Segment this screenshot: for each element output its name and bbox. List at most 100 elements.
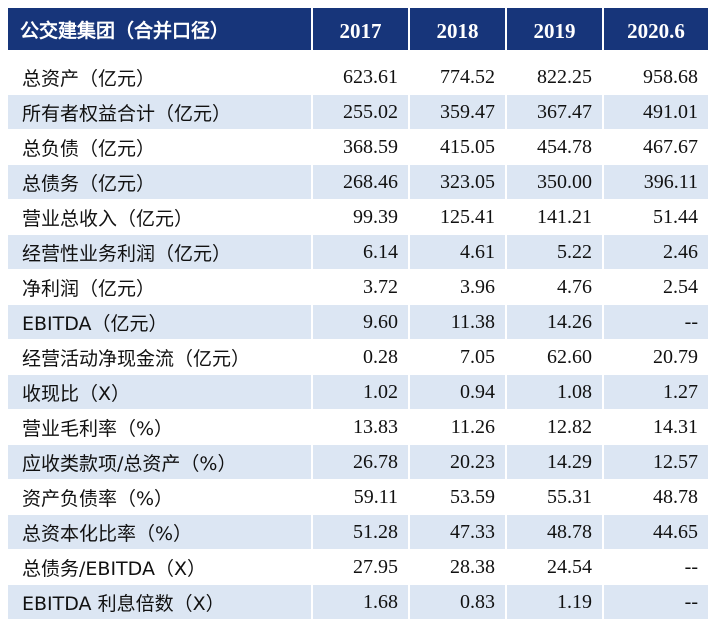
row-value-2020-6: 20.79 <box>603 339 708 375</box>
row-value-2017: 9.60 <box>312 304 410 340</box>
financial-summary-table: 公交建集团（合并口径） 2017 2018 2019 2020.6 总资产（亿元… <box>8 8 708 620</box>
row-value-2018: 20.23 <box>409 444 507 480</box>
table-row: 应收类款项/总资产（%） 26.78 20.23 14.29 12.57 <box>8 444 708 480</box>
table-row: EBITDA（亿元） 9.60 11.38 14.26 -- <box>8 304 708 340</box>
row-value-2017: 255.02 <box>312 94 410 130</box>
row-value-2020-6: 51.44 <box>603 199 708 235</box>
row-value-2018: 323.05 <box>409 164 507 200</box>
row-value-2020-6: 12.57 <box>603 444 708 480</box>
row-value-2019: 1.08 <box>506 374 604 410</box>
table-row: 收现比（X） 1.02 0.94 1.08 1.27 <box>8 374 708 410</box>
row-value-2020-6: 396.11 <box>603 164 708 200</box>
table-row: 所有者权益合计（亿元） 255.02 359.47 367.47 491.01 <box>8 94 708 130</box>
row-value-2017: 51.28 <box>312 514 410 550</box>
header-year-2017: 2017 <box>312 8 410 50</box>
table-row: 资产负债率（%） 59.11 53.59 55.31 48.78 <box>8 479 708 515</box>
table-row: 总负债（亿元） 368.59 415.05 454.78 467.67 <box>8 129 708 165</box>
row-label: 应收类款项/总资产（%） <box>8 444 313 480</box>
row-label: 资产负债率（%） <box>8 479 313 515</box>
row-value-2019: 55.31 <box>506 479 604 515</box>
table-row: 总债务/EBITDA（X） 27.95 28.38 24.54 -- <box>8 549 708 585</box>
row-value-2017: 99.39 <box>312 199 410 235</box>
row-value-2020-6: 467.67 <box>603 129 708 165</box>
table-row: 总债务（亿元） 268.46 323.05 350.00 396.11 <box>8 164 708 200</box>
row-label: 总资本化比率（%） <box>8 514 313 550</box>
row-value-2019: 141.21 <box>506 199 604 235</box>
row-value-2020-6: 14.31 <box>603 409 708 445</box>
row-value-2019: 4.76 <box>506 269 604 305</box>
row-value-2020-6: -- <box>603 584 708 620</box>
row-value-2018: 47.33 <box>409 514 507 550</box>
row-value-2020-6: -- <box>603 549 708 585</box>
row-label: EBITDA（亿元） <box>8 304 313 340</box>
header-entity-label: 公交建集团（合并口径） <box>8 8 313 50</box>
row-value-2019: 12.82 <box>506 409 604 445</box>
row-value-2019: 822.25 <box>506 60 604 95</box>
row-value-2019: 14.29 <box>506 444 604 480</box>
table-row: 营业总收入（亿元） 99.39 125.41 141.21 51.44 <box>8 199 708 235</box>
row-label: EBITDA 利息倍数（X） <box>8 584 313 620</box>
row-value-2017: 1.02 <box>312 374 410 410</box>
cropped-text-above <box>0 0 715 8</box>
row-label: 营业总收入（亿元） <box>8 199 313 235</box>
row-value-2017: 268.46 <box>312 164 410 200</box>
table-row: EBITDA 利息倍数（X） 1.68 0.83 1.19 -- <box>8 584 708 620</box>
row-value-2020-6: 48.78 <box>603 479 708 515</box>
row-value-2019: 1.19 <box>506 584 604 620</box>
row-value-2019: 62.60 <box>506 339 604 375</box>
row-value-2018: 125.41 <box>409 199 507 235</box>
row-value-2017: 623.61 <box>312 60 410 95</box>
row-value-2018: 53.59 <box>409 479 507 515</box>
header-year-2019: 2019 <box>506 8 604 50</box>
row-value-2017: 6.14 <box>312 234 410 270</box>
table-row: 总资产（亿元） 623.61 774.52 822.25 958.68 <box>8 60 708 95</box>
row-value-2017: 59.11 <box>312 479 410 515</box>
header-year-2018: 2018 <box>409 8 507 50</box>
row-label: 总债务/EBITDA（X） <box>8 549 313 585</box>
row-label: 经营性业务利润（亿元） <box>8 234 313 270</box>
row-value-2020-6: 491.01 <box>603 94 708 130</box>
row-value-2017: 1.68 <box>312 584 410 620</box>
row-value-2018: 7.05 <box>409 339 507 375</box>
row-value-2018: 774.52 <box>409 60 507 95</box>
row-label: 营业毛利率（%） <box>8 409 313 445</box>
table-row: 经营性业务利润（亿元） 6.14 4.61 5.22 2.46 <box>8 234 708 270</box>
row-value-2018: 4.61 <box>409 234 507 270</box>
table-row: 净利润（亿元） 3.72 3.96 4.76 2.54 <box>8 269 708 305</box>
row-value-2019: 367.47 <box>506 94 604 130</box>
row-value-2018: 359.47 <box>409 94 507 130</box>
row-value-2017: 0.28 <box>312 339 410 375</box>
table-row: 营业毛利率（%） 13.83 11.26 12.82 14.31 <box>8 409 708 445</box>
table-header-row: 公交建集团（合并口径） 2017 2018 2019 2020.6 <box>8 8 708 50</box>
row-label: 总负债（亿元） <box>8 129 313 165</box>
row-value-2018: 0.83 <box>409 584 507 620</box>
table-row: 总资本化比率（%） 51.28 47.33 48.78 44.65 <box>8 514 708 550</box>
row-value-2017: 27.95 <box>312 549 410 585</box>
row-label: 所有者权益合计（亿元） <box>8 94 313 130</box>
row-value-2020-6: 44.65 <box>603 514 708 550</box>
row-value-2020-6: -- <box>603 304 708 340</box>
row-value-2019: 24.54 <box>506 549 604 585</box>
row-label: 收现比（X） <box>8 374 313 410</box>
row-value-2018: 0.94 <box>409 374 507 410</box>
row-value-2019: 5.22 <box>506 234 604 270</box>
row-value-2017: 368.59 <box>312 129 410 165</box>
row-value-2018: 11.26 <box>409 409 507 445</box>
row-value-2018: 11.38 <box>409 304 507 340</box>
cropped-text-below <box>0 613 715 622</box>
row-value-2020-6: 2.54 <box>603 269 708 305</box>
row-value-2018: 3.96 <box>409 269 507 305</box>
row-value-2020-6: 1.27 <box>603 374 708 410</box>
row-value-2020-6: 958.68 <box>603 60 708 95</box>
row-value-2017: 3.72 <box>312 269 410 305</box>
row-label: 总资产（亿元） <box>8 60 313 95</box>
row-label: 净利润（亿元） <box>8 269 313 305</box>
table-row: 经营活动净现金流（亿元） 0.28 7.05 62.60 20.79 <box>8 339 708 375</box>
row-value-2018: 28.38 <box>409 549 507 585</box>
row-value-2017: 13.83 <box>312 409 410 445</box>
row-value-2020-6: 2.46 <box>603 234 708 270</box>
row-value-2018: 415.05 <box>409 129 507 165</box>
row-value-2019: 350.00 <box>506 164 604 200</box>
row-label: 总债务（亿元） <box>8 164 313 200</box>
table-body: 总资产（亿元） 623.61 774.52 822.25 958.68 所有者权益合计（亿… <box>8 50 708 620</box>
